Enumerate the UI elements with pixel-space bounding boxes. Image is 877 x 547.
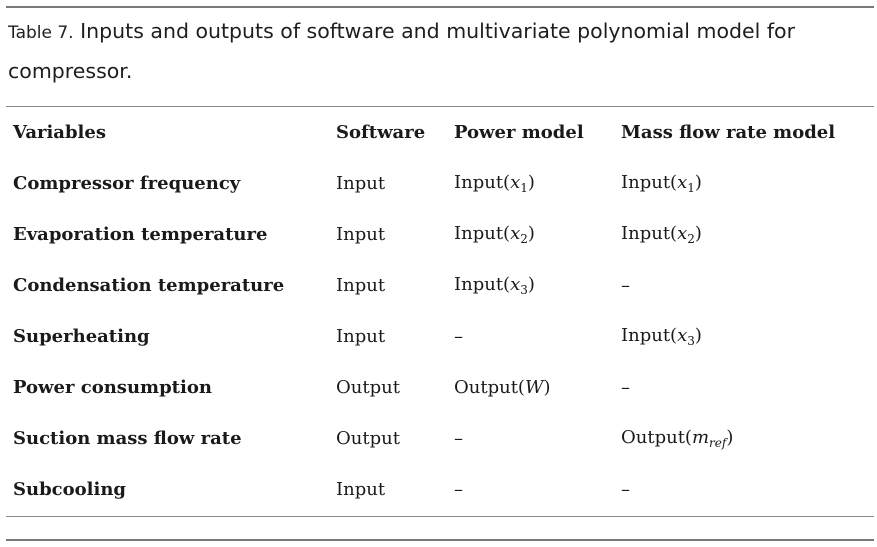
- power-model-cell: Input(x1): [454, 172, 535, 195]
- table-row: Evaporation temperature Input Input(x2) …: [13, 209, 861, 260]
- power-model-cell: –: [454, 479, 463, 500]
- variable-cell: Compressor frequency: [13, 173, 241, 194]
- caption-text: Inputs and outputs of software and multi…: [8, 19, 796, 83]
- variable-cell: Superheating: [13, 326, 150, 347]
- top-rule: [6, 6, 874, 8]
- table-row: Power consumption Output Output(W) –: [13, 362, 861, 413]
- mass-flow-model-cell: –: [621, 377, 630, 398]
- column-header-variables: Variables: [13, 122, 106, 143]
- table-body: Compressor frequency Input Input(x1) Inp…: [13, 158, 861, 515]
- table-row: Suction mass flow rate Output – Output(m…: [13, 413, 861, 464]
- power-model-cell: Input(x3): [454, 274, 535, 297]
- software-cell: Output: [336, 377, 400, 398]
- variable-cell: Condensation temperature: [13, 275, 285, 296]
- table-row: Condensation temperature Input Input(x3)…: [13, 260, 861, 311]
- mass-flow-model-cell: Output(mref): [621, 427, 734, 450]
- header-rule: [6, 106, 874, 107]
- variable-cell: Power consumption: [13, 377, 212, 398]
- bottom-rule: [6, 539, 874, 541]
- mass-flow-model-cell: –: [621, 479, 630, 500]
- mass-flow-model-cell: Input(x2): [621, 223, 702, 246]
- header-row: Variables Software Power model Mass flow…: [13, 107, 861, 158]
- table-header: Variables Software Power model Mass flow…: [13, 107, 861, 158]
- variable-cell: Subcooling: [13, 479, 126, 500]
- power-model-cell: Output(W): [454, 377, 551, 398]
- variable-cell: Evaporation temperature: [13, 224, 268, 245]
- power-model-cell: –: [454, 428, 463, 449]
- table-row: Subcooling Input – –: [13, 464, 861, 515]
- caption-label: Table 7.: [8, 23, 74, 43]
- software-cell: Input: [336, 275, 386, 296]
- variable-cell: Suction mass flow rate: [13, 428, 242, 449]
- table-row: Compressor frequency Input Input(x1) Inp…: [13, 158, 861, 209]
- column-header-power-model: Power model: [454, 122, 584, 143]
- software-cell: Output: [336, 428, 400, 449]
- table-caption: Table 7. Inputs and outputs of software …: [8, 12, 858, 90]
- mass-flow-model-cell: Input(x3): [621, 325, 702, 348]
- software-cell: Input: [336, 173, 386, 194]
- mass-flow-model-cell: –: [621, 275, 630, 296]
- mass-flow-model-cell: Input(x1): [621, 172, 702, 195]
- column-header-mass-flow-model: Mass flow rate model: [621, 122, 836, 143]
- power-model-cell: –: [454, 326, 463, 347]
- footer-rule: [6, 516, 874, 517]
- column-header-software: Software: [336, 122, 426, 143]
- software-cell: Input: [336, 479, 386, 500]
- data-table: Variables Software Power model Mass flow…: [13, 107, 861, 515]
- software-cell: Input: [336, 224, 386, 245]
- power-model-cell: Input(x2): [454, 223, 535, 246]
- software-cell: Input: [336, 326, 386, 347]
- table-row: Superheating Input – Input(x3): [13, 311, 861, 362]
